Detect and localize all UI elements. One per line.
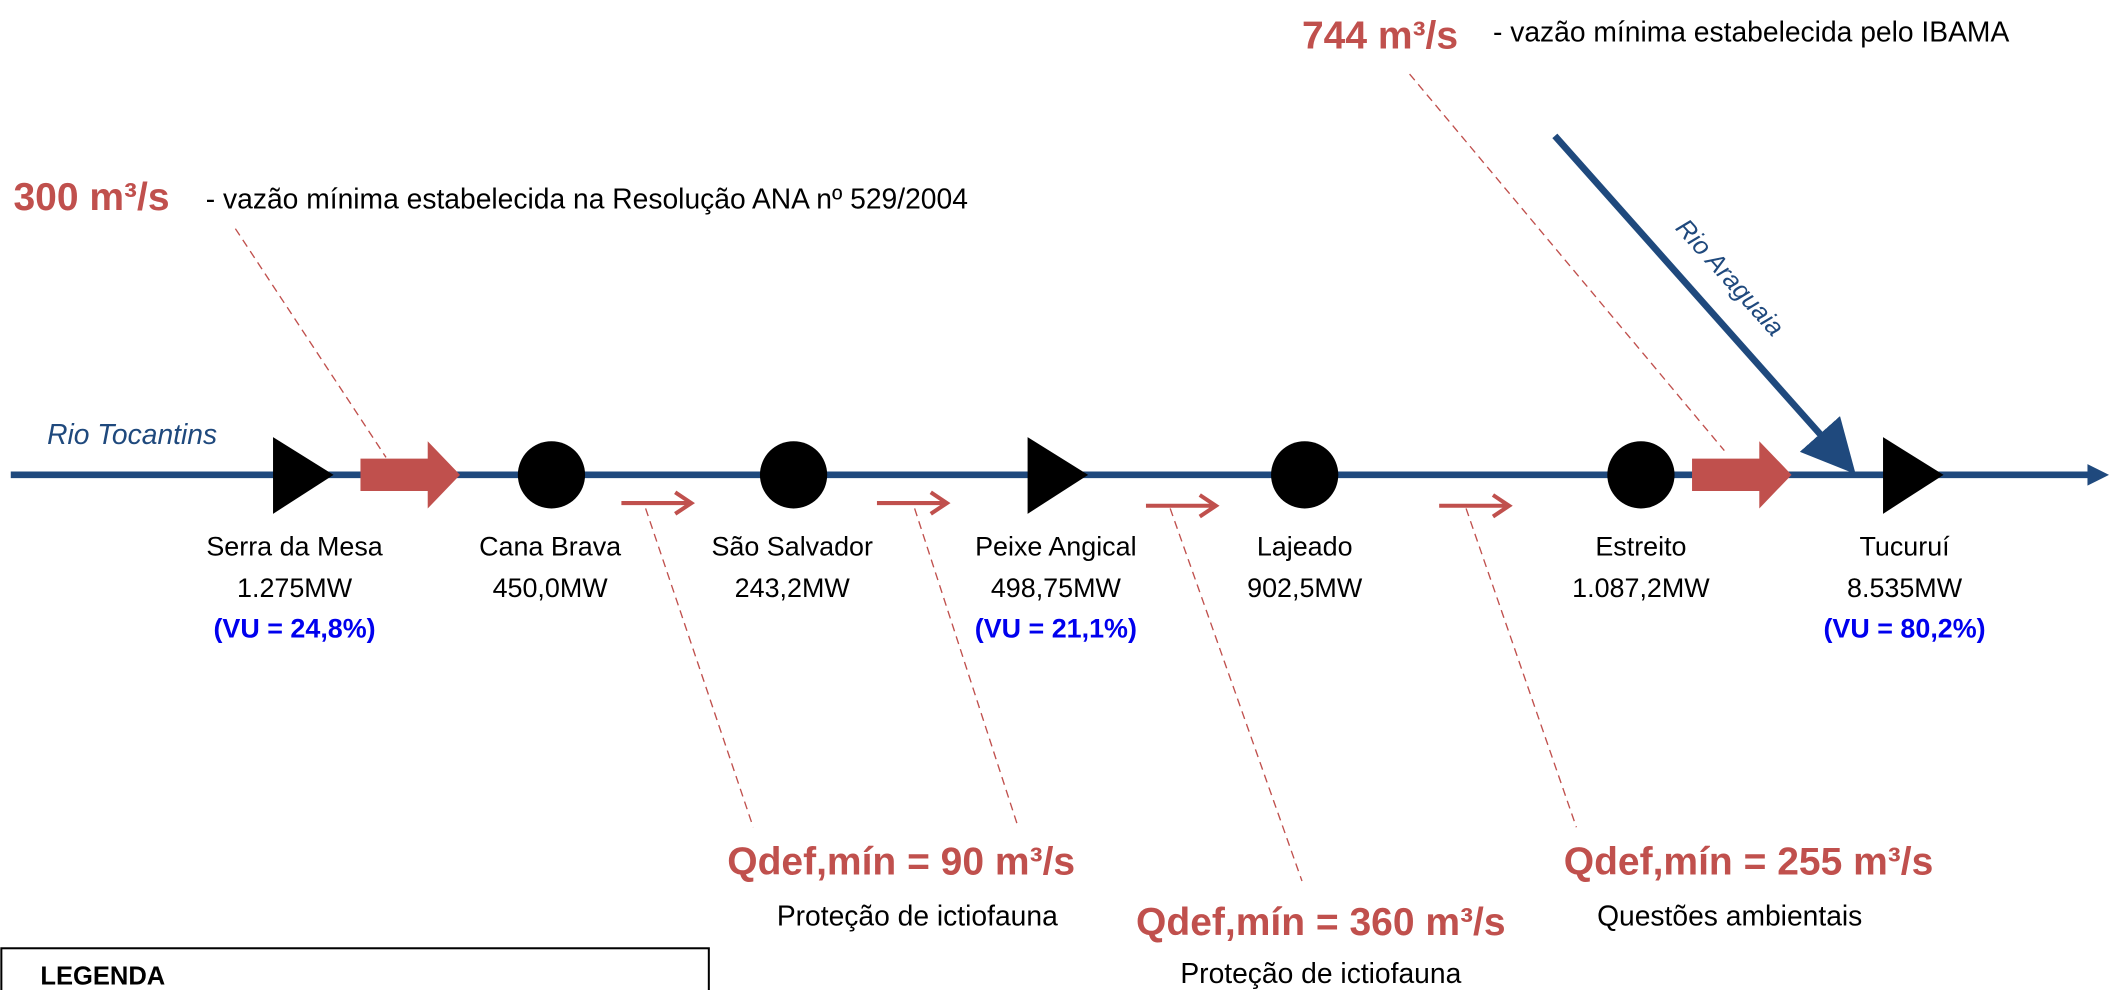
small-arrows (621, 490, 1513, 519)
legend-title: LEGENDA (40, 963, 165, 990)
constraint-flow: Qdef,mín = 255 m³/s (1564, 840, 1934, 883)
plant-name: Peixe Angical (975, 532, 1136, 562)
plant-capacity: 1.087,2MW (1572, 573, 1710, 603)
plant-icon (1883, 437, 1944, 514)
flow-arrow (1692, 441, 1792, 509)
river-label: Rio Tocantins (47, 418, 217, 450)
river-tributary (1552, 133, 1856, 475)
flow-description: - vazão mínima estabelecida na Resolução… (206, 183, 968, 215)
plant-name: Estreito (1595, 532, 1686, 562)
river-label: Rio Araguaia (1670, 214, 1789, 342)
plant-icon (759, 441, 828, 509)
plant-capacity: 902,5MW (1247, 573, 1363, 603)
constraint-reason: Proteção de ictiofauna (1180, 957, 1461, 989)
plant-icon (1271, 441, 1339, 509)
plant-capacity: 1.275MW (237, 573, 353, 603)
plant-name: Lajeado (1257, 532, 1353, 562)
flow-value: 744 m³/s (1302, 14, 1458, 57)
constraint-reason: Proteção de ictiofauna (777, 899, 1058, 931)
plant-capacity: 450,0MW (493, 573, 609, 603)
plant-name: São Salvador (711, 532, 872, 562)
flow-description: - vazão mínima estabelecida pelo IBAMA (1493, 16, 2009, 48)
plant-vu: (VU = 80,2%) (1823, 614, 1985, 644)
river-arrow (2087, 464, 2109, 486)
plant-icon (273, 437, 334, 514)
plant-vu: (VU = 21,1%) (975, 614, 1137, 644)
plant-icon (517, 441, 586, 509)
constraint-flow: Qdef,mín = 90 m³/s (727, 840, 1075, 883)
plant-capacity: 243,2MW (735, 573, 851, 603)
flow-arrow (360, 441, 460, 509)
plant-name: Serra da Mesa (206, 532, 382, 562)
leader-lines (234, 73, 1725, 882)
flow-value: 300 m³/s (13, 176, 169, 219)
constraint-flow: Qdef,mín = 360 m³/s (1136, 901, 1506, 944)
plant-capacity: 498,75MW (991, 573, 1122, 603)
plant-name: Tucuruí (1859, 532, 1950, 562)
plant-name: Cana Brava (479, 532, 621, 562)
legend-box (0, 947, 710, 990)
constraint-reason: Questões ambientais (1597, 899, 1862, 931)
plant-capacity: 8.535MW (1847, 573, 1963, 603)
plant-icon (1607, 441, 1675, 509)
plant-vu: (VU = 24,8%) (213, 614, 375, 644)
plant-icon (1027, 437, 1089, 514)
